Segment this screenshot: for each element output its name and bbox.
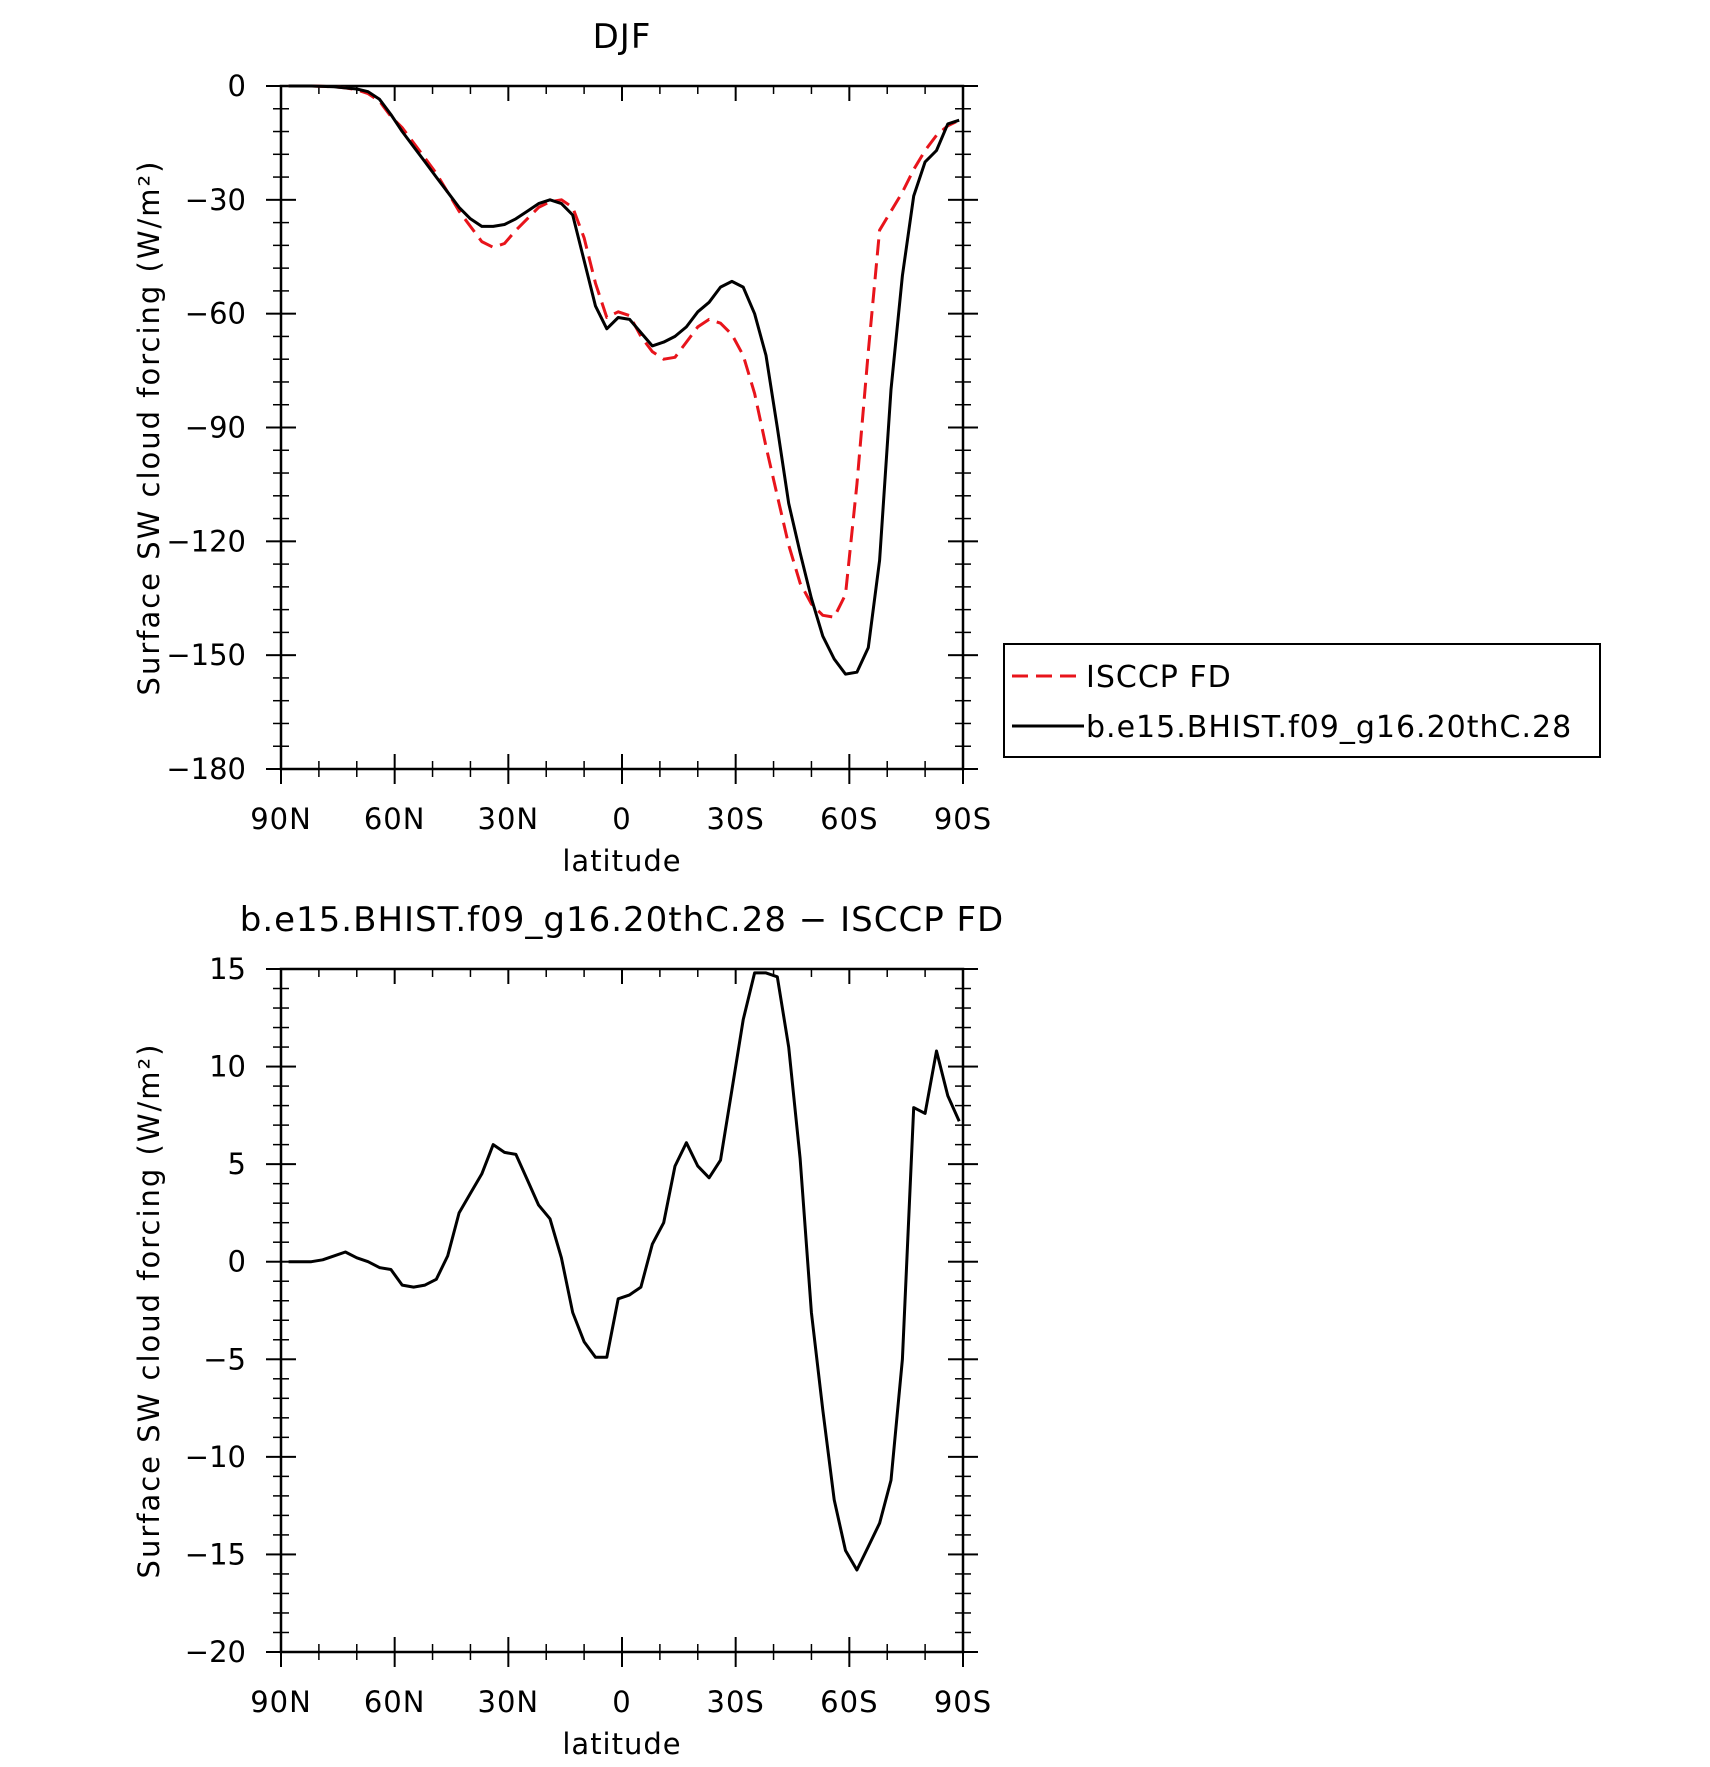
x-tick-label: 60N [364,1685,426,1719]
legend-label-2: b.e15.BHIST.f09_g16.20thC.28 [1086,710,1572,745]
x-tick-label: 60S [820,802,878,836]
x-tick-label: 90S [934,1685,992,1719]
x-tick-label: 60S [820,1685,878,1719]
series-line-1 [288,971,961,1572]
chart-title: b.e15.BHIST.f09_g16.20thC.28 − ISCCP FD [240,900,1005,940]
chart-title: DJF [593,17,652,57]
y-tick-label: −180 [166,752,246,786]
legend-box [1003,643,1601,758]
y-tick-label: −5 [203,1342,246,1376]
y-tick-label: 15 [209,952,246,986]
series-line-2 [288,84,960,676]
x-axis-label: latitude [562,844,681,878]
series-line-1 [288,84,960,619]
x-tick-label: 30N [478,1685,540,1719]
y-tick-label: −15 [185,1537,246,1571]
x-tick-label: 90S [934,802,992,836]
x-tick-label: 30N [478,802,540,836]
x-tick-label: 0 [612,802,631,836]
y-tick-label: −60 [185,297,246,331]
x-tick-label: 90N [250,1685,312,1719]
y-tick-label: −20 [185,1635,246,1669]
y-tick-label: −90 [185,411,246,445]
y-tick-label: 5 [228,1147,246,1181]
y-tick-label: −150 [166,638,246,672]
x-tick-label: 0 [612,1685,631,1719]
y-tick-label: −30 [185,183,246,217]
plot-frame [279,967,965,1654]
y-tick-label: 0 [228,69,246,103]
chart-2: 90N 60N 30N 0 30S 60S 90S 15 10 5 0 −5 −10 −15 −20 b.e1… [132,900,1005,1761]
y-tick-label: −10 [185,1440,246,1474]
x-tick-label: 60N [364,802,426,836]
y-tick-label: 10 [209,1050,246,1084]
y-axis-label: Surface SW cloud forcing (W/m²) [132,1043,166,1579]
y-tick-label: −120 [166,524,246,558]
x-axis-label: latitude [562,1727,681,1761]
legend-label-1: ISCCP FD [1086,660,1232,695]
y-axis-label: Surface SW cloud forcing (W/m²) [132,160,166,696]
x-tick-label: 30S [707,802,765,836]
x-tick-label: 90N [250,802,312,836]
legend: ISCCP FD b.e15.BHIST.f09_g16.20thC.28 [1003,643,1601,758]
chart-1: 90N 60N 30N 0 30S 60S 90S 0 −30 −60 −90 −120 −150 −18… [132,17,1601,878]
y-tick-label: 0 [228,1245,246,1279]
x-tick-label: 30S [707,1685,765,1719]
